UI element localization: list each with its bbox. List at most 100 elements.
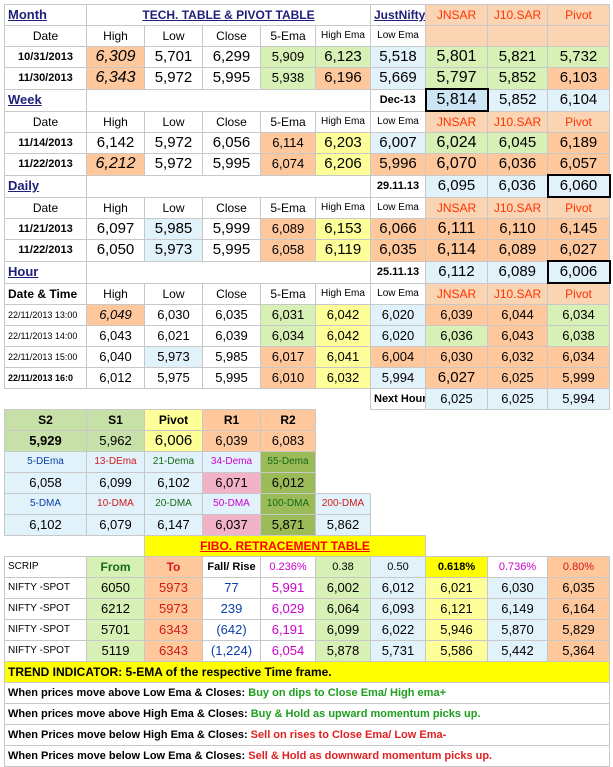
- col-j10sar: J10.SAR: [487, 110, 548, 133]
- fibo-236: 6,054: [260, 640, 316, 662]
- pivot-cell: 6,027: [547, 239, 610, 262]
- trend-note-lead: When Prices move: [8, 750, 109, 762]
- r1-value: 6,039: [202, 430, 261, 452]
- daily-ref-j10sar: 6,036: [487, 174, 548, 198]
- daily-ref-pivot: 6,060: [546, 174, 611, 198]
- j10sar-cell: 6,025: [487, 367, 548, 389]
- next-hour-row: Next Hour 6,025 6,025 5,994: [5, 388, 610, 410]
- col-low: Low: [144, 25, 203, 47]
- col-high-ema: High Ema: [315, 282, 371, 305]
- r2-value: 6,083: [260, 430, 316, 452]
- trend-note-lead: When prices move: [8, 708, 109, 720]
- fibo-row: NIFTY -SPOT 6212 5973 239 6,029 6,064 6,…: [4, 598, 610, 620]
- fibo-736: 6,149: [487, 598, 548, 620]
- col-low-ema: Low Ema: [370, 282, 426, 305]
- col-j10sar: J10.SAR: [487, 196, 548, 219]
- hour-ref-jnsar: 6,112: [425, 260, 488, 284]
- hour-ref-j10sar: 6,089: [487, 260, 548, 284]
- col-jnsar: JNSAR: [425, 282, 488, 305]
- low-ema-cell: 5,994: [370, 367, 426, 389]
- close-cell: 6,299: [202, 46, 261, 68]
- dma-value: 5,862: [315, 514, 371, 536]
- dema-value: 6,102: [144, 472, 203, 494]
- jnsar-cell: 6,114: [425, 239, 488, 262]
- fibo-38: 5,878: [315, 640, 371, 662]
- high-cell: 6,212: [86, 153, 145, 176]
- col-high-ema: High Ema: [315, 110, 371, 133]
- pivot-cell: 6,034: [547, 346, 610, 368]
- dma-label-row: 5-DMA 10-DMA 20-DMA 50-DMA 100-DMA 200-D…: [4, 493, 610, 515]
- high-ema-cell: 6,032: [315, 367, 371, 389]
- fibo-row: NIFTY -SPOT 5119 6343 (1,224) 6,054 5,87…: [4, 640, 610, 662]
- pivot-label: Pivot: [144, 409, 203, 431]
- dma-label: 100-DMA: [260, 493, 316, 515]
- low-cell: 6,021: [144, 325, 203, 347]
- trend-note-action: Sell & Hold as downward momentum picks u…: [245, 750, 493, 762]
- fibo-title: FIBO. RETRACEMENT TABLE: [144, 535, 426, 557]
- pivot-label-row: S2 S1 Pivot R1 R2: [4, 409, 610, 431]
- col-low-ema: Low Ema: [370, 25, 426, 47]
- low-cell: 6,030: [144, 304, 203, 326]
- pivot-cell: 6,038: [547, 325, 610, 347]
- dma-value: 6,079: [86, 514, 145, 536]
- fibo-80: 6,164: [547, 598, 610, 620]
- close-cell: 5,999: [202, 218, 261, 240]
- low-cell: 5,972: [144, 153, 203, 176]
- tech-pivot-sheet: Month TECH. TABLE & PIVOT TABLE JustNift…: [4, 4, 611, 767]
- close-cell: 5,985: [202, 346, 261, 368]
- dema-label: 5-DEma: [4, 451, 87, 473]
- trend-title: TREND INDICATOR: 5-EMA of the respective…: [4, 661, 610, 683]
- jnsar-cell: 6,039: [425, 304, 488, 326]
- col-high: High: [86, 196, 145, 219]
- hour-row: 22/11/2013 15:00 6,040 5,973 5,985 6,017…: [4, 346, 610, 368]
- daily-ref-date: 29.11.13: [370, 174, 426, 198]
- trend-note-lead: When prices move: [8, 687, 109, 699]
- pivot-value: 6,006: [144, 430, 203, 452]
- high-cell: 6,343: [86, 67, 145, 90]
- date-cell: 11/14/2013: [4, 132, 87, 154]
- fibo-fall-rise: (1,224): [202, 640, 261, 662]
- close-cell: 5,995: [202, 367, 261, 389]
- fibo-38: 6,064: [315, 598, 371, 620]
- fibo-736: 5,442: [487, 640, 548, 662]
- fibo-from: 5701: [86, 619, 145, 641]
- week-ref-jnsar: 5,814: [424, 88, 489, 112]
- hour-header-row: Hour 25.11.13 6,112 6,089 6,006: [4, 260, 611, 284]
- fibo-col: 0.618%: [425, 556, 488, 578]
- week-ref-pivot: 6,104: [547, 88, 610, 112]
- low-ema-cell: 5,669: [370, 67, 426, 90]
- dema-label: 34-Dema: [202, 451, 261, 473]
- low-ema-cell: 6,035: [370, 239, 426, 262]
- main-table: Month TECH. TABLE & PIVOT TABLE JustNift…: [4, 4, 611, 767]
- fibo-scrip: NIFTY -SPOT: [4, 619, 87, 641]
- fibo-50: 6,022: [370, 619, 426, 641]
- j10sar-cell: 5,821: [487, 46, 548, 68]
- fibo-col: Fall/ Rise: [202, 556, 261, 578]
- col-low-ema: Low Ema: [370, 110, 426, 133]
- date-cell: 11/21/2013: [4, 218, 87, 240]
- pivot-cell: 6,057: [547, 153, 610, 176]
- j10sar-cell: 6,036: [487, 153, 548, 176]
- fibo-fall-rise: 77: [202, 577, 261, 599]
- fibo-38: 6,002: [315, 577, 371, 599]
- fibo-col: To: [144, 556, 203, 578]
- month-colhead-row: Date High Low Close 5-Ema High Ema Low E…: [4, 25, 610, 47]
- high-ema-cell: 6,123: [315, 46, 371, 68]
- dema-value: 6,099: [86, 472, 145, 494]
- col-close: Close: [202, 282, 261, 305]
- fibo-80: 5,364: [547, 640, 610, 662]
- fibo-736: 5,870: [487, 619, 548, 641]
- week-row: 11/22/2013 6,212 5,972 5,995 6,074 6,206…: [4, 153, 610, 176]
- ema5-cell: 6,034: [260, 325, 316, 347]
- col-close: Close: [202, 25, 261, 47]
- jnsar-cell: 6,111: [425, 218, 488, 240]
- ema5-cell: 6,031: [260, 304, 316, 326]
- fibo-80: 5,829: [547, 619, 610, 641]
- col-date-time: Date & Time: [4, 282, 87, 305]
- pivot-value-row: 5,929 5,962 6,006 6,039 6,083: [4, 430, 610, 452]
- dma-label: 200-DMA: [315, 493, 371, 515]
- week-row: 11/14/2013 6,142 5,972 6,056 6,114 6,203…: [4, 132, 610, 154]
- high-ema-cell: 6,119: [315, 239, 371, 262]
- jnsar-cell: 6,036: [425, 325, 488, 347]
- jnsar-cell: 6,070: [425, 153, 488, 176]
